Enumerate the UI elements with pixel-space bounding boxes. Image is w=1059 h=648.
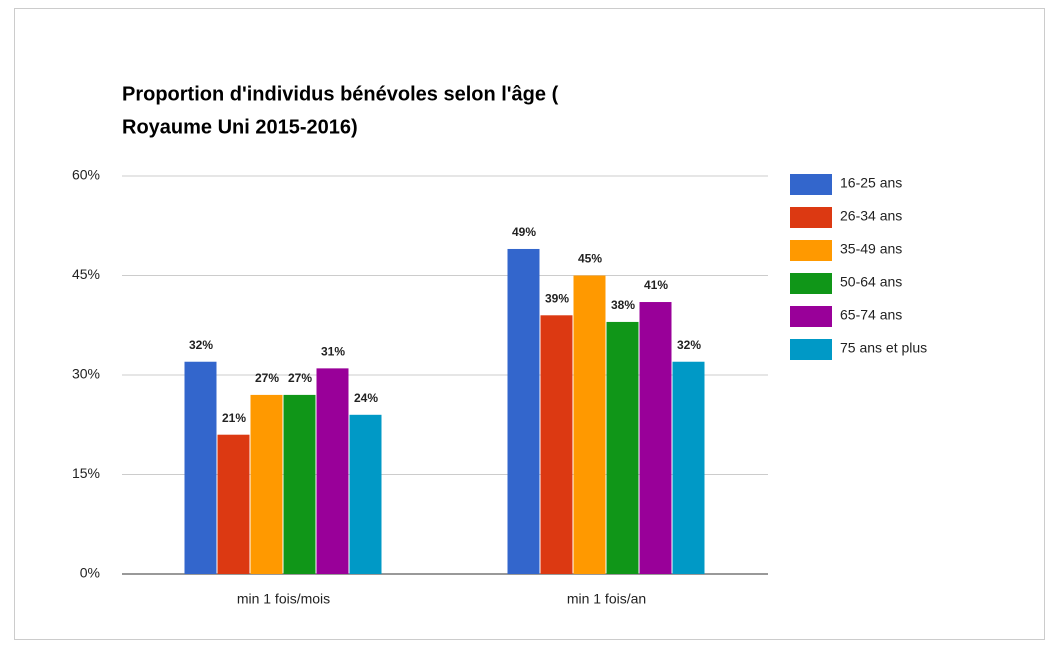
x-tick-label: min 1 fois/mois <box>237 591 330 607</box>
legend-swatch <box>790 273 832 294</box>
value-label: 31% <box>321 345 345 359</box>
value-label: 27% <box>255 371 279 385</box>
bar <box>672 361 705 574</box>
legend-swatch <box>790 339 832 360</box>
y-tick-label: 45% <box>72 266 100 282</box>
bar <box>540 315 573 574</box>
bar <box>507 248 540 574</box>
bar <box>250 394 283 574</box>
value-label: 45% <box>578 252 602 266</box>
legend-label: 16-25 ans <box>840 175 902 191</box>
y-tick-label: 15% <box>72 465 100 481</box>
bar <box>573 275 606 574</box>
value-label: 32% <box>189 338 213 352</box>
legend-label: 35-49 ans <box>840 241 902 257</box>
legend-label: 75 ans et plus <box>840 340 927 356</box>
bar <box>316 368 349 574</box>
value-label: 21% <box>222 411 246 425</box>
bar <box>283 394 316 574</box>
legend-label: 26-34 ans <box>840 208 902 224</box>
legend-swatch <box>790 174 832 195</box>
value-label: 24% <box>354 391 378 405</box>
value-label: 27% <box>288 371 312 385</box>
value-label: 41% <box>644 278 668 292</box>
x-tick-label: min 1 fois/an <box>567 591 646 607</box>
bar <box>184 361 217 574</box>
y-tick-label: 60% <box>72 167 100 183</box>
value-label: 39% <box>545 291 569 305</box>
bar <box>349 414 382 574</box>
bar <box>606 321 639 574</box>
legend-swatch <box>790 306 832 327</box>
bar <box>217 434 250 574</box>
chart-title: Proportion d'individus bénévoles selon l… <box>122 83 559 105</box>
chart-title: Royaume Uni 2015-2016) <box>122 116 358 138</box>
value-label: 32% <box>677 338 701 352</box>
legend-swatch <box>790 240 832 261</box>
value-label: 49% <box>512 225 536 239</box>
bar <box>639 302 672 574</box>
legend-swatch <box>790 207 832 228</box>
value-label: 38% <box>611 298 635 312</box>
y-tick-label: 0% <box>80 565 100 581</box>
legend-label: 65-74 ans <box>840 307 902 323</box>
y-tick-label: 30% <box>72 366 100 382</box>
legend-label: 50-64 ans <box>840 274 902 290</box>
